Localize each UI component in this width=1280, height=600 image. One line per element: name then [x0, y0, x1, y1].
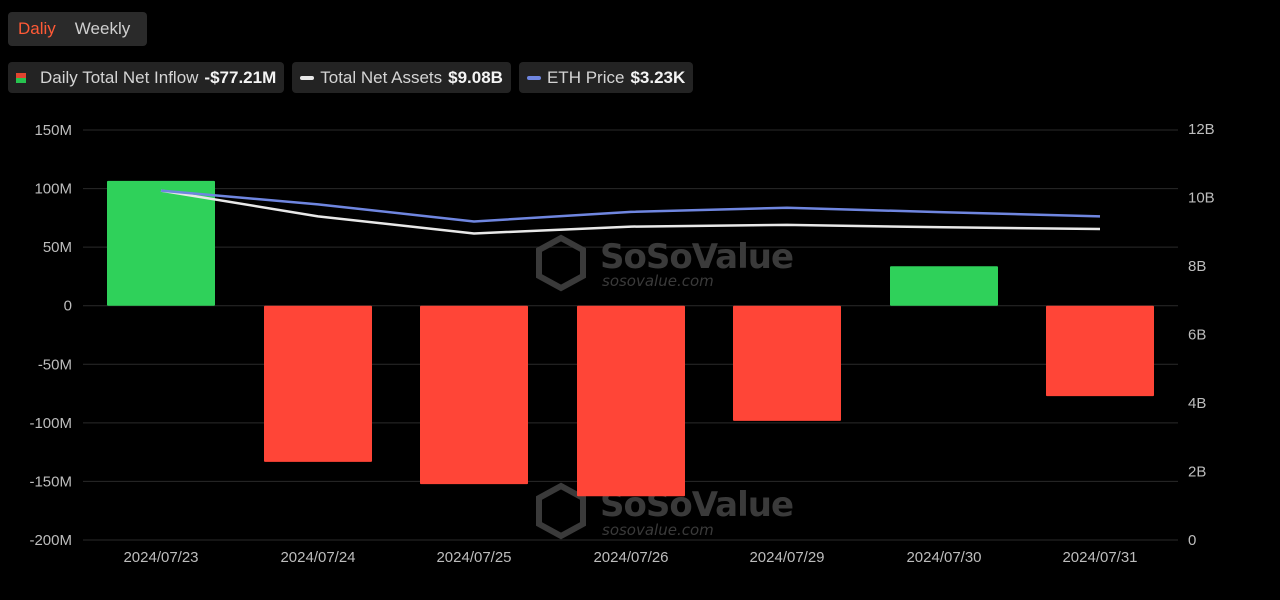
net-inflow-bar	[890, 266, 998, 306]
right-axis-tick-label: 4B	[1188, 395, 1206, 412]
right-axis-tick-label: 12B	[1188, 121, 1215, 138]
legend-eth-price-value: $3.23K	[630, 67, 686, 87]
watermark-top: SoSoValue sosovalue.com	[536, 234, 794, 292]
legend-eth-price[interactable]: ETH Price $3.23K	[518, 62, 694, 93]
watermark-url-bottom: sosovalue.com	[602, 521, 714, 539]
tab-daily[interactable]: Daliy	[18, 19, 56, 38]
left-axis-tick-label: -100M	[29, 415, 72, 432]
left-axis-tick-label: -150M	[29, 473, 72, 490]
legend-net-inflow[interactable]: Daily Total Net Inflow -$77.21M	[8, 62, 285, 93]
net-inflow-bar	[264, 305, 372, 462]
right-axis-ticks: 12B 10B 8B 6B 4B 2B 0	[1188, 121, 1215, 549]
left-axis-tick-label: -50M	[38, 356, 72, 373]
net-inflow-bar	[420, 305, 528, 485]
left-axis-tick-label: 50M	[43, 239, 72, 256]
inflow-bars	[107, 180, 1154, 497]
legend-net-assets-label: Total Net Assets	[320, 67, 443, 87]
watermark-url-top: sosovalue.com	[602, 272, 714, 290]
right-axis-tick-label: 6B	[1188, 327, 1206, 344]
left-axis-tick-label: -200M	[29, 532, 72, 549]
x-axis-tick-label: 2024/07/25	[436, 549, 511, 566]
x-axis-tick-label: 2024/07/29	[749, 549, 824, 566]
chart-legend: Daily Total Net Inflow -$77.21M Total Ne…	[8, 62, 694, 93]
watermark-brand-top: SoSoValue	[600, 237, 793, 277]
period-tabs: Daliy Weekly	[8, 12, 147, 46]
legend-net-inflow-label: Daily Total Net Inflow	[40, 67, 199, 87]
legend-net-assets-value: $9.08B	[448, 67, 503, 87]
right-axis-tick-label: 10B	[1188, 190, 1215, 207]
x-axis-tick-label: 2024/07/24	[280, 549, 355, 566]
right-axis-tick-label: 0	[1188, 532, 1196, 549]
net-inflow-bar	[733, 305, 841, 421]
x-axis-tick-label: 2024/07/31	[1062, 549, 1137, 566]
legend-net-inflow-value: -$77.21M	[204, 67, 277, 87]
right-axis-tick-label: 8B	[1188, 258, 1206, 275]
legend-net-assets[interactable]: Total Net Assets $9.08B	[292, 62, 511, 93]
red-green-square-icon	[16, 72, 26, 83]
eth-price-line	[160, 189, 1101, 223]
x-axis-ticks: 2024/07/23 2024/07/24 2024/07/25 2024/07/26…	[123, 549, 1137, 566]
net-inflow-bar	[107, 180, 215, 306]
net-inflow-bar	[577, 305, 685, 497]
white-line-icon	[300, 75, 315, 80]
x-axis-tick-label: 2024/07/30	[906, 549, 981, 566]
right-axis-tick-label: 2B	[1188, 464, 1206, 481]
net-inflow-bar	[1046, 305, 1154, 397]
sosovalue-logo-icon	[536, 482, 586, 540]
blue-line-icon	[526, 75, 541, 80]
left-axis-tick-label: 100M	[34, 181, 72, 198]
tab-weekly[interactable]: Weekly	[74, 19, 131, 38]
left-axis-tick-label: 150M	[34, 122, 72, 139]
legend-eth-price-label: ETH Price	[546, 67, 625, 87]
x-axis-tick-label: 2024/07/26	[593, 549, 668, 566]
left-axis-ticks: 150M 100M 50M 0 -50M -100M -150M -200M	[29, 122, 72, 549]
left-axis-tick-label: 0	[64, 298, 72, 315]
sosovalue-logo-icon	[536, 234, 586, 292]
x-axis-tick-label: 2024/07/23	[123, 549, 198, 566]
total-net-assets-line	[160, 189, 1101, 235]
series-lines	[160, 189, 1101, 235]
